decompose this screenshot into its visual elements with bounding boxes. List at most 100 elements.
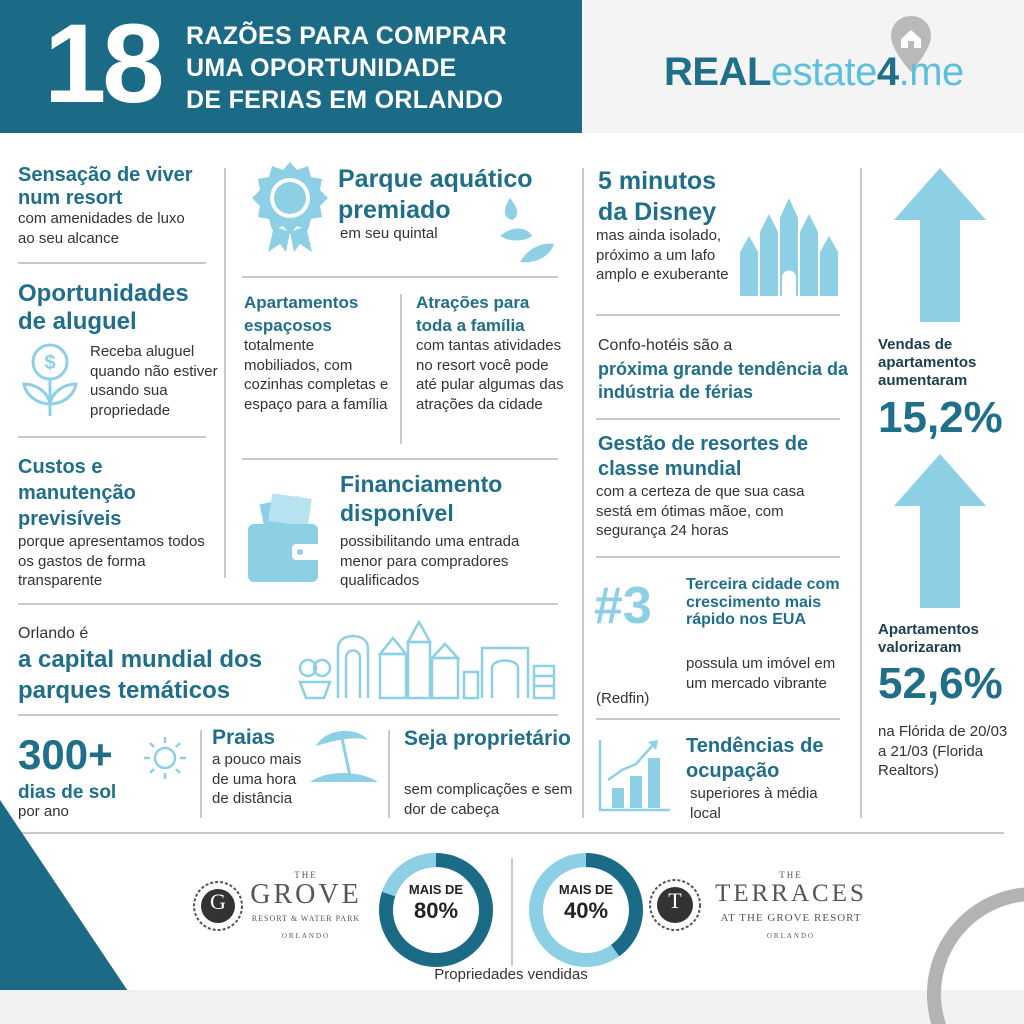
header-title-line-1: RAZÕES PARA COMPRAR — [186, 22, 507, 50]
theme-park-skyline-icon — [298, 619, 556, 700]
divider-vertical — [200, 730, 202, 818]
ring-40-value: 40% — [563, 898, 609, 923]
value-note: na Flórida de 20/03 a 21/03 (Florida Rea… — [878, 723, 1008, 779]
grove-the: THE — [294, 870, 318, 880]
logo-me: .me — [898, 50, 965, 94]
growth-chart-icon — [598, 740, 670, 812]
sun-days-text: por ano — [18, 803, 69, 820]
owner-title: Seja proprietário — [404, 727, 571, 750]
location-pin-icon — [891, 16, 931, 72]
logo-estate: estate — [770, 50, 877, 94]
rank-source: (Redfin) — [596, 690, 650, 707]
rental-text: Receba aluguel quando não estiver usando… — [90, 343, 218, 419]
condo-title: próxima grande tendência da indústria de… — [598, 359, 849, 403]
logo-area — [582, 0, 1024, 133]
orlando-pre: Orlando é — [18, 625, 89, 642]
sold-ring-40 — [529, 853, 643, 967]
award-badge-icon — [252, 162, 328, 252]
owner-text: sem complicações e sem dor de cabeça — [404, 781, 573, 818]
arrow-up-icon — [894, 454, 986, 608]
corner-decoration — [0, 800, 150, 1024]
sold-caption: Propriedades vendidas — [434, 966, 588, 983]
occupancy-title: Tendências de ocupação — [686, 735, 824, 782]
grove-emblem-icon — [193, 881, 243, 931]
logo-real: REAL — [664, 50, 771, 94]
sun-days-title: dias de sol — [18, 782, 117, 803]
divider — [596, 556, 840, 558]
divider — [18, 603, 558, 605]
divider-vertical — [860, 168, 862, 818]
rank-number: #3 — [594, 577, 652, 635]
apartments-text: totalmente mobiliados, com cozinhas comp… — [244, 337, 389, 413]
water-park-text: em seu quintal — [340, 225, 438, 242]
divider — [18, 436, 206, 438]
rank-title: Terceira cidade com crescimento mais ráp… — [686, 576, 840, 629]
divider — [18, 832, 1004, 834]
ring-80-value: 80% — [413, 898, 459, 923]
logo-four: 4 — [876, 50, 899, 94]
disney-text: mas ainda isolado, próximo a um lafo amp… — [596, 227, 729, 283]
divider — [242, 276, 558, 278]
logo-wordmark: REALestate4.me — [664, 52, 964, 92]
apartments-title: Apartamentos espaçosos — [244, 293, 359, 335]
terraces-city: ORLANDO — [766, 932, 816, 940]
rental-title: Oportunidades de aluguel — [18, 280, 189, 335]
ring-80-label: MAIS DE — [408, 882, 464, 897]
money-plant-icon: $ — [22, 343, 78, 416]
condo-pre: Confo-hotéis são a — [598, 337, 733, 354]
grove-city: ORLANDO — [281, 932, 331, 940]
divider — [242, 458, 558, 460]
divider — [18, 714, 558, 716]
grove-subtitle: RESORT & WATER PARK — [251, 914, 361, 923]
divider-vertical — [400, 294, 402, 444]
costs-text: porque apresentamos todos os gastos de f… — [18, 533, 205, 589]
castle-icon — [740, 198, 838, 296]
header-number: 18 — [44, 1, 165, 126]
divider — [18, 262, 206, 264]
divider-vertical — [224, 168, 226, 578]
financing-title: Financiamento disponível — [340, 471, 503, 526]
sales-value: 15,2% — [878, 393, 1003, 442]
ring-40-label: MAIS DE — [558, 882, 614, 897]
value-title: Apartamentos valorizaram — [878, 621, 979, 656]
management-text: com a certeza de que sua casa sestá em ó… — [596, 483, 805, 539]
grove-name: GROVE — [250, 879, 362, 910]
sales-title: Vendas de apartamentos aumentaram — [878, 336, 977, 389]
water-park-title: Parque aquático premiado — [338, 165, 533, 225]
wallet-icon — [248, 494, 320, 582]
attractions-text: com tantas atividades no resort você pod… — [416, 337, 564, 413]
sold-ring-80 — [379, 853, 493, 967]
rank-text: possula um imóvel em um mercado vibrante — [686, 655, 836, 692]
orlando-title: a capital mundial dos parques temáticos — [18, 646, 263, 705]
water-splash-icon — [500, 198, 554, 263]
disney-title: 5 minutos da Disney — [598, 167, 717, 226]
header-title-line-3: DE FERIAS EM ORLANDO — [186, 86, 504, 114]
bottom-bar — [0, 990, 1024, 1024]
svg-text:$: $ — [44, 352, 55, 374]
divider-vertical — [582, 168, 584, 818]
divider — [596, 418, 840, 420]
value-value: 52,6% — [878, 659, 1003, 708]
financing-text: possibilitando uma entrada menor para co… — [340, 533, 520, 589]
sun-icon — [144, 737, 186, 779]
terraces-the: THE — [779, 870, 803, 880]
management-title: Gestão de resortes de classe mundial — [598, 433, 809, 480]
divider — [596, 314, 840, 316]
beach-umbrella-icon — [310, 730, 378, 782]
divider — [596, 718, 840, 720]
corner-ring-decoration — [927, 887, 1024, 1024]
resort-title: Sensação de viver num resort — [18, 164, 193, 209]
divider-vertical — [388, 730, 390, 818]
terraces-subtitle: AT THE GROVE RESORT — [720, 912, 862, 924]
attractions-title: Atrações para toda a família — [416, 293, 530, 335]
beaches-text: a pouco mais de uma hora de distância — [212, 751, 302, 807]
terraces-emblem-icon — [649, 879, 701, 931]
terraces-name: TERRACES — [715, 880, 867, 907]
divider-vertical — [511, 858, 513, 966]
header-banner: 18 RAZÕES PARA COMPRAR UMA OPORTUNIDADE … — [0, 0, 582, 133]
beaches-title: Praias — [212, 726, 276, 749]
costs-title: Custos e manutenção previsíveis — [18, 456, 136, 530]
resort-text: com amenidades de luxo ao seu alcance — [18, 210, 185, 247]
sun-days-value: 300+ — [18, 731, 113, 778]
header-title-line-2: UMA OPORTUNIDADE — [186, 54, 457, 82]
